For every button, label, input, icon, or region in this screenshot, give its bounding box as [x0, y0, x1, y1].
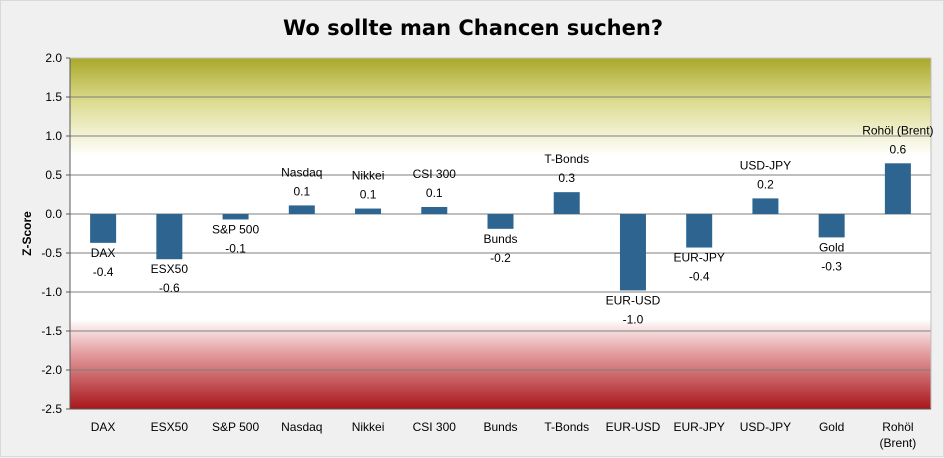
bar	[156, 214, 183, 260]
data-label-name: EUR-USD	[606, 293, 661, 307]
data-label-name: Nikkei	[352, 169, 385, 183]
data-label-name: ESX50	[151, 262, 189, 276]
data-label-name: Nasdaq	[281, 165, 322, 179]
data-label-value: -0.2	[490, 251, 511, 265]
data-label-value: 0.6	[890, 142, 907, 156]
bar	[884, 163, 911, 214]
plot-area: 2.0 1.5 1.0 0.5 0.0 -0.5 -1.0 -1.5 -2.0 -2.5 DAX -0…	[41, 51, 933, 450]
data-label-value: -1.0	[623, 312, 644, 326]
y-tick-label: -2.5	[41, 402, 62, 416]
bar	[487, 214, 514, 229]
data-label-name: USD-JPY	[740, 158, 791, 172]
bar	[553, 192, 580, 214]
data-label-name: S&P 500	[212, 222, 259, 236]
x-tick-label: CSI 300	[413, 420, 457, 434]
bar	[818, 214, 845, 238]
x-tick-label: ESX50	[151, 420, 189, 434]
y-tick-label: 2.0	[45, 51, 62, 65]
x-tick-label: EUR-USD	[606, 420, 661, 434]
x-tick-label: S&P 500	[212, 420, 259, 434]
y-tick-label: -2.0	[41, 363, 62, 377]
x-tick-label: EUR-JPY	[674, 420, 725, 434]
data-label-value: -0.6	[159, 281, 180, 295]
x-tick-label: Bunds	[483, 420, 517, 434]
chart-title: Wo sollte man Chancen suchen?	[283, 16, 663, 40]
lower-shaded-band	[70, 319, 931, 409]
bar	[686, 214, 713, 248]
x-tick-label: T-Bonds	[544, 420, 589, 434]
data-label-value: 0.3	[558, 171, 575, 185]
x-tick-label: Gold	[819, 420, 844, 434]
data-label-value: -0.1	[225, 241, 246, 255]
x-tick-label: Nikkei	[352, 420, 385, 434]
x-tick-label: USD-JPY	[740, 420, 791, 434]
upper-shaded-band	[70, 58, 931, 156]
bar	[222, 214, 249, 220]
data-label-name: DAX	[91, 246, 116, 260]
data-label-name: CSI 300	[413, 167, 457, 181]
data-label-name: Bunds	[483, 232, 517, 246]
y-tick-label: -1.0	[41, 285, 62, 299]
data-label-name: Gold	[819, 240, 844, 254]
bar	[421, 206, 448, 214]
x-tick-label: DAX	[91, 420, 116, 434]
data-label-name: EUR-JPY	[674, 251, 725, 265]
data-label-name: Rohöl (Brent)	[862, 123, 933, 137]
data-label-value: 0.1	[426, 186, 443, 200]
y-tick-label: 0.0	[45, 207, 62, 221]
x-tick-label: Rohöl	[882, 420, 913, 434]
data-label-value: 0.1	[293, 184, 310, 198]
x-tick-label: (Brent)	[880, 436, 917, 450]
data-label-value: -0.3	[821, 259, 842, 273]
y-tick-label: -1.5	[41, 324, 62, 338]
data-label-name: T-Bonds	[544, 152, 589, 166]
bar	[90, 214, 117, 243]
data-label-value: 0.1	[360, 188, 377, 202]
data-label-value: -0.4	[93, 265, 114, 279]
bar	[619, 214, 646, 291]
y-axis-label: Z-Score	[20, 211, 34, 256]
y-tick-label: 1.0	[45, 129, 62, 143]
y-tick-label: -0.5	[41, 246, 62, 260]
bar	[288, 205, 315, 214]
y-tick-label: 1.5	[45, 90, 62, 104]
data-label-value: 0.2	[757, 177, 774, 191]
y-tick-label: 0.5	[45, 168, 62, 182]
x-tick-label: Nasdaq	[281, 420, 322, 434]
data-label-value: -0.4	[689, 270, 710, 284]
bar	[355, 208, 382, 214]
bar	[752, 198, 779, 214]
